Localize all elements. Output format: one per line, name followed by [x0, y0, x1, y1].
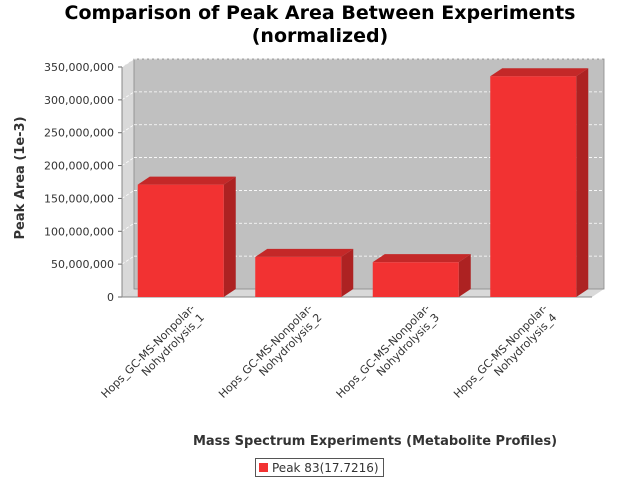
x-axis-tick-labels: Hops_GC-MS-Nonpolar-Nohydrolysis_1 Hops_G… [99, 302, 560, 401]
x-tick-label: Hops_GC-MS-Nonpolar-Nohydrolysis_4 [451, 302, 559, 401]
gridline-wall [121, 255, 135, 265]
gridline-wall [121, 91, 135, 101]
bar-side [458, 254, 471, 297]
bar-top [137, 176, 236, 185]
x-tick-label-line: Hops_GC-MS-Nonpolar- [451, 302, 550, 401]
legend-swatch [259, 463, 268, 472]
bars [137, 68, 589, 297]
plot-left-wall [122, 59, 134, 297]
bar-top [255, 248, 354, 257]
x-tick-label: Hops_GC-MS-Nonpolar-Nohydrolysis_3 [334, 302, 442, 401]
bar [255, 256, 342, 297]
y-tick-label: 100,000,000 [44, 225, 114, 238]
gridline-wall [121, 58, 135, 68]
bar-top [490, 68, 589, 77]
y-axis-label: Peak Area (1e-3) [13, 116, 28, 239]
x-tick-label: Hops_GC-MS-Nonpolar-Nohydrolysis_2 [216, 302, 324, 401]
x-tick-label-line: Hops_GC-MS-Nonpolar- [99, 302, 198, 401]
chart-title-line-2: (normalized) [251, 25, 389, 47]
chart-title-line-1: Comparison of Peak Area Between Experime… [64, 2, 576, 24]
x-tick-label-line: Hops_GC-MS-Nonpolar- [334, 302, 433, 401]
bar [372, 262, 459, 297]
y-tick-label: 150,000,000 [44, 192, 114, 205]
gridline-wall [121, 222, 135, 232]
y-tick-label: 300,000,000 [44, 94, 114, 107]
legend-label: Peak 83(17.7216) [272, 460, 379, 475]
x-tick-label-line: Hops_GC-MS-Nonpolar- [216, 302, 315, 401]
y-tick-label: 250,000,000 [44, 127, 114, 140]
gridline-wall [121, 157, 135, 166]
bar-side [341, 248, 354, 297]
bar [490, 76, 577, 297]
plot-floor [122, 289, 604, 297]
gridline-wall [121, 124, 135, 134]
y-tick-label: 350,000,000 [44, 61, 114, 74]
x-axis-label: Mass Spectrum Experiments (Metabolite Pr… [193, 434, 557, 449]
y-axis: 0 50,000,000 100,000,000 150,000,000 200,000… [44, 61, 592, 304]
bar-top [372, 254, 471, 263]
bar-side [223, 176, 236, 297]
legend: Peak 83(17.7216) [255, 458, 384, 477]
x-tick-label: Hops_GC-MS-Nonpolar-Nohydrolysis_1 [99, 302, 207, 401]
y-tick-label: 0 [107, 291, 114, 304]
bar [137, 184, 224, 297]
bar-side [576, 68, 589, 297]
chart-title: Comparison of Peak Area Between Experime… [0, 2, 640, 48]
gridline-wall [121, 190, 135, 199]
y-tick-label: 200,000,000 [44, 160, 114, 173]
y-tick-label: 50,000,000 [51, 258, 114, 271]
